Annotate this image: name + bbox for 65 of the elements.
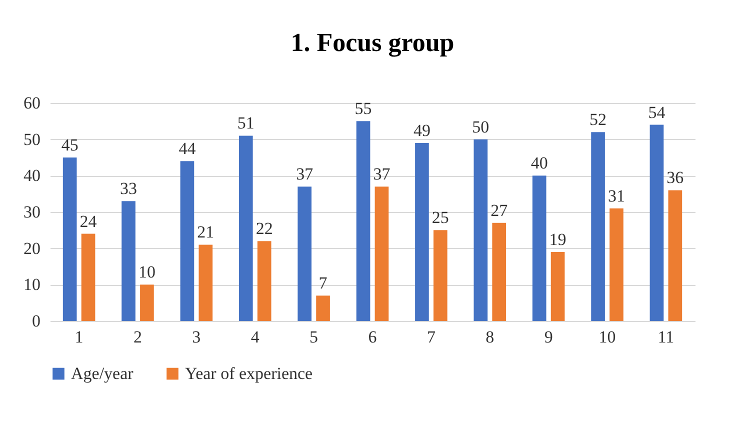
data-label: 52 xyxy=(590,110,607,130)
data-label: 7 xyxy=(318,274,328,293)
y-tick-label: 50 xyxy=(24,130,40,149)
bar xyxy=(356,121,370,321)
bar xyxy=(492,222,506,321)
x-tick-label: 11 xyxy=(658,328,674,346)
x-tick-label: 8 xyxy=(486,328,494,346)
x-tick-label: 9 xyxy=(544,328,553,346)
y-tick-label: 10 xyxy=(24,275,40,294)
x-tick-label: 5 xyxy=(310,328,318,346)
bar xyxy=(550,252,565,321)
x-tick-label: 2 xyxy=(133,328,142,346)
bar xyxy=(140,284,154,321)
data-label: 21 xyxy=(197,222,214,242)
bar xyxy=(62,158,77,321)
legend-label: Age/year xyxy=(71,364,134,383)
data-label: 49 xyxy=(413,120,430,140)
x-tick-label: 1 xyxy=(74,328,84,346)
bar xyxy=(298,186,312,321)
data-label: 25 xyxy=(432,208,449,228)
y-tick-label: 40 xyxy=(24,166,40,186)
y-tick-label: 60 xyxy=(24,94,40,112)
data-label: 22 xyxy=(256,219,273,238)
bar xyxy=(316,296,330,321)
data-label: 36 xyxy=(666,168,684,188)
data-label: 10 xyxy=(138,262,156,282)
y-tick-label: 0 xyxy=(32,312,40,330)
bar xyxy=(198,244,213,321)
data-label: 40 xyxy=(530,154,548,173)
chart-title: 1. Focus group xyxy=(290,28,454,57)
bar xyxy=(122,201,136,321)
bar xyxy=(591,132,605,321)
y-tick-label: 20 xyxy=(24,238,40,258)
data-label: 37 xyxy=(373,164,391,184)
bar xyxy=(374,186,389,321)
legend-label: Year of experience xyxy=(185,364,313,383)
bar xyxy=(81,234,96,321)
y-tick-label: 30 xyxy=(24,202,40,222)
bar xyxy=(650,124,664,321)
bar xyxy=(433,230,448,321)
x-tick-label: 3 xyxy=(192,328,201,346)
data-label: 51 xyxy=(237,114,254,133)
data-label: 24 xyxy=(80,212,98,231)
data-label: 27 xyxy=(490,200,508,220)
bar xyxy=(668,190,682,321)
data-label: 37 xyxy=(296,164,314,184)
bar xyxy=(532,176,546,321)
x-tick-label: 7 xyxy=(426,328,436,346)
data-label: 54 xyxy=(648,102,666,122)
data-label: 19 xyxy=(549,230,566,249)
bar xyxy=(180,161,194,321)
x-tick-label: 10 xyxy=(598,328,616,346)
data-label: 55 xyxy=(354,99,372,118)
data-label: 50 xyxy=(472,117,490,136)
data-label: 33 xyxy=(120,179,138,198)
bar xyxy=(610,208,624,321)
data-label: 45 xyxy=(61,136,78,154)
data-label: 31 xyxy=(608,186,625,206)
bar xyxy=(474,139,488,321)
bar xyxy=(257,241,272,321)
x-tick-label: 4 xyxy=(250,328,260,346)
bar xyxy=(238,136,253,321)
x-tick-label: 6 xyxy=(368,328,377,346)
data-label: 44 xyxy=(178,139,196,158)
bar xyxy=(415,142,429,321)
